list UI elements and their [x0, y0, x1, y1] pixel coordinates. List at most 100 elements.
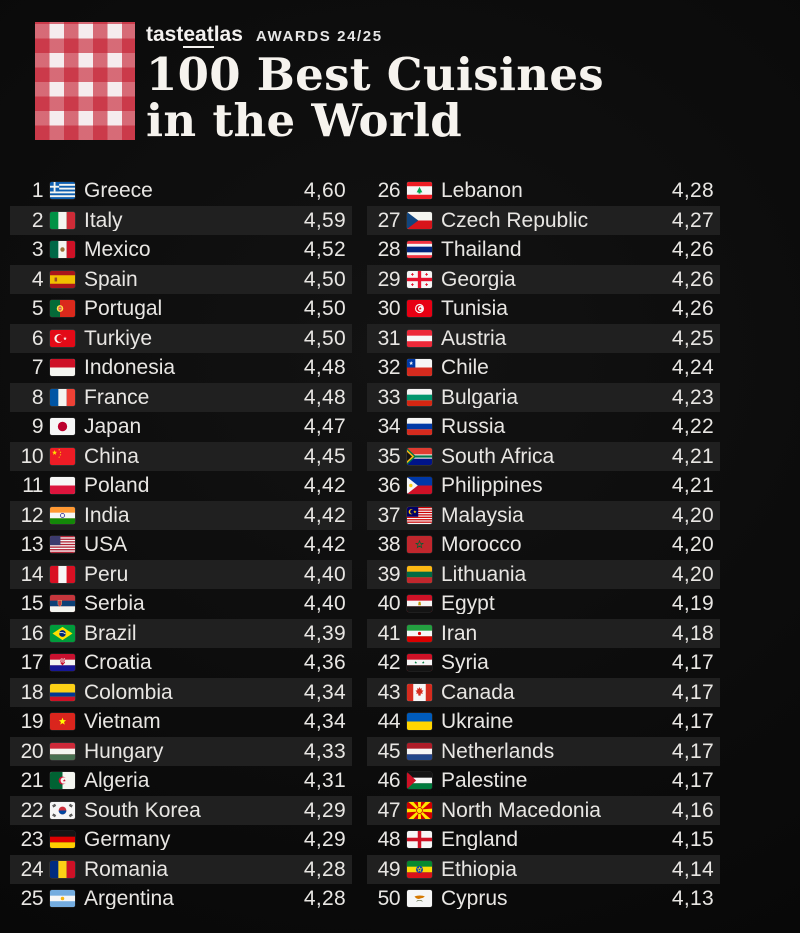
flag-icon-ge [407, 270, 432, 288]
ranking-row: 4 Spain 4,50 [10, 264, 352, 294]
ranking-row: 5 Portugal 4,50 [10, 294, 352, 324]
ranking-row: 20 Hungary 4,33 [10, 736, 352, 766]
rank-number: 3 [31, 238, 44, 262]
country-name: Serbia [84, 593, 145, 615]
score-value: 4,22 [671, 415, 714, 439]
country-name: Ethiopia [441, 858, 517, 880]
score-value: 4,40 [303, 592, 346, 616]
flag-icon-eg [407, 595, 432, 613]
flag-icon-et [407, 860, 432, 878]
rank-number: 16 [20, 621, 44, 645]
country-name: Egypt [441, 593, 495, 615]
rank-number: 21 [20, 769, 44, 793]
score-value: 4,13 [671, 887, 714, 911]
rank-number: 1 [31, 179, 44, 203]
country-name: Greece [84, 180, 153, 202]
ranking-row: 45 Netherlands 4,17 [367, 736, 720, 766]
brand-line: tasteatlas AWARDS 24/25 [146, 23, 604, 48]
rank-number: 9 [31, 415, 44, 439]
country-name: Tunisia [441, 298, 508, 320]
page-title-line-1: 100 Best Cuisines [146, 48, 604, 101]
rank-number: 31 [377, 326, 401, 350]
score-value: 4,31 [303, 769, 346, 793]
rank-number: 42 [377, 651, 401, 675]
score-value: 4,28 [303, 857, 346, 881]
country-name: Germany [84, 829, 171, 851]
ranking-row: 29 Georgia 4,26 [367, 264, 720, 294]
rank-number: 36 [377, 474, 401, 498]
ranking-row: 9 Japan 4,47 [10, 412, 352, 442]
ranking-row: 25 Argentina 4,28 [10, 884, 352, 914]
score-value: 4,26 [671, 238, 714, 262]
rank-number: 14 [20, 562, 44, 586]
rank-number: 19 [20, 710, 44, 734]
flag-icon-pt [50, 300, 75, 318]
rankings-column-left: 1 Greece 4,60 2 Italy 4,59 3 Mexico 4,52 4 Spain 4,… [10, 176, 352, 914]
ranking-row: 47 North Macedonia 4,16 [367, 795, 720, 825]
flag-icon-hr [50, 654, 75, 672]
ranking-row: 10 China 4,45 [10, 441, 352, 471]
flag-icon-br [50, 624, 75, 642]
rank-number: 33 [377, 385, 401, 409]
country-name: Thailand [441, 239, 522, 261]
score-value: 4,26 [671, 267, 714, 291]
score-value: 4,48 [303, 385, 346, 409]
country-name: Hungary [84, 740, 164, 762]
ranking-row: 3 Mexico 4,52 [10, 235, 352, 265]
score-value: 4,48 [303, 356, 346, 380]
ranking-row: 2 Italy 4,59 [10, 205, 352, 235]
score-value: 4,17 [671, 680, 714, 704]
page-title-line-2: in the World [146, 94, 463, 147]
ranking-row: 49 Ethiopia 4,14 [367, 854, 720, 884]
rank-number: 20 [20, 739, 44, 763]
ranking-row: 32 Chile 4,24 [367, 353, 720, 383]
score-value: 4,17 [671, 769, 714, 793]
rankings-column-right: 26 Lebanon 4,28 27 Czech Republic 4,27 28 Thail… [367, 176, 720, 914]
flag-icon-za [407, 447, 432, 465]
rank-number: 38 [377, 533, 401, 557]
country-name: Austria [441, 327, 507, 349]
rank-number: 17 [20, 651, 44, 675]
score-value: 4,28 [303, 887, 346, 911]
rank-number: 10 [20, 444, 44, 468]
flag-icon-it [50, 211, 75, 229]
page-title: 100 Best Cuisines in the World [146, 52, 604, 144]
ranking-row: 12 India 4,42 [10, 500, 352, 530]
score-value: 4,52 [303, 238, 346, 262]
brand-wordmark: tasteatlas [146, 23, 243, 48]
country-name: France [84, 386, 150, 408]
ranking-row: 15 Serbia 4,40 [10, 589, 352, 619]
rank-number: 50 [377, 887, 401, 911]
country-name: Malaysia [441, 504, 524, 526]
rank-number: 8 [31, 385, 44, 409]
header-text: tasteatlas AWARDS 24/25 100 Best Cuisine… [146, 22, 604, 144]
score-value: 4,17 [671, 710, 714, 734]
ranking-row: 33 Bulgaria 4,23 [367, 382, 720, 412]
country-name: Russia [441, 416, 506, 438]
ranking-row: 17 Croatia 4,36 [10, 648, 352, 678]
flag-icon-ps [407, 772, 432, 790]
score-value: 4,28 [671, 179, 714, 203]
ranking-row: 6 Turkiye 4,50 [10, 323, 352, 353]
flag-icon-ca [407, 683, 432, 701]
country-name: Croatia [84, 652, 152, 674]
flag-icon-ir [407, 624, 432, 642]
score-value: 4,17 [671, 651, 714, 675]
rank-number: 29 [377, 267, 401, 291]
flag-icon-in [50, 506, 75, 524]
rank-number: 26 [377, 179, 401, 203]
flag-icon-gr [50, 182, 75, 200]
ranking-row: 38 Morocco 4,20 [367, 530, 720, 560]
ranking-row: 46 Palestine 4,17 [367, 766, 720, 796]
flag-icon-ua [407, 713, 432, 731]
flag-icon-us [50, 536, 75, 554]
score-value: 4,23 [671, 385, 714, 409]
country-name: Indonesia [84, 357, 176, 379]
score-value: 4,25 [671, 326, 714, 350]
country-name: India [84, 504, 130, 526]
flag-icon-ma [407, 536, 432, 554]
score-value: 4,20 [671, 503, 714, 527]
rank-number: 7 [31, 356, 44, 380]
rank-number: 27 [377, 208, 401, 232]
ranking-row: 21 Algeria 4,31 [10, 766, 352, 796]
